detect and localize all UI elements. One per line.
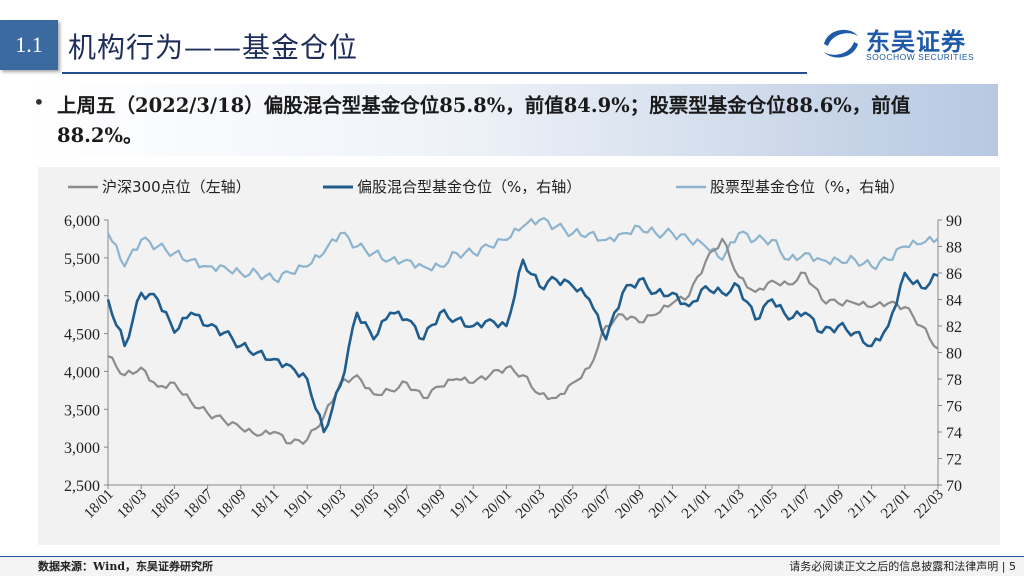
x-tick-label-6: 19/01: [281, 487, 316, 522]
right-tick-label-7: 84: [946, 293, 962, 310]
chart-lines: [106, 217, 939, 445]
left-tick-label-2: 3,500: [64, 402, 100, 419]
x-tick-label-4: 18/09: [214, 487, 249, 522]
legend-label-1: 偏股混合型基金仓位（%，右轴）: [357, 178, 581, 196]
x-tick-label-9: 19/07: [380, 486, 416, 522]
x-tick-label-18: 21/01: [679, 487, 714, 522]
summary-text: 上周五（2022/3/18）偏股混合型基金仓位85.8%，前值84.9%；股票型…: [57, 94, 911, 147]
left-tick-label-3: 4,000: [64, 364, 100, 381]
right-tick-label-4: 78: [946, 372, 962, 389]
left-tick-label-0: 2,500: [64, 478, 100, 495]
x-tick-label-16: 20/09: [613, 487, 648, 522]
series-line-0: [107, 237, 939, 445]
x-tick-label-12: 20/01: [480, 487, 515, 522]
right-tick-label-10: 90: [946, 213, 962, 230]
right-tick-label-5: 80: [946, 346, 962, 363]
x-tick-label-23: 21/11: [845, 487, 880, 522]
x-tick-label-19: 21/03: [712, 487, 747, 522]
right-tick-label-6: 82: [946, 319, 962, 336]
x-tick-label-17: 20/11: [646, 487, 681, 522]
right-tick-label-1: 72: [946, 452, 962, 469]
x-tick-label-3: 18/07: [181, 486, 217, 522]
x-tick-label-25: 22/03: [911, 487, 946, 522]
legend-label-0: 沪深300点位（左轴）: [102, 178, 251, 196]
summary-box: • 上周五（2022/3/18）偏股混合型基金仓位85.8%，前值84.9%；股…: [25, 84, 998, 156]
legend-label-2: 股票型基金仓位（%，右轴）: [710, 178, 904, 196]
x-tick-label-20: 21/05: [745, 487, 780, 522]
soochow-logo-icon: SCS: [824, 29, 858, 58]
left-tick-label-5: 5,000: [64, 289, 100, 306]
right-tick-label-0: 70: [946, 478, 962, 495]
logo-mark-text: SCS: [832, 40, 851, 50]
footer-bar: [0, 556, 1024, 576]
fund-position-chart: 沪深300点位（左轴） 偏股混合型基金仓位（%，右轴） 股票型基金仓位（%，右轴） …: [64, 178, 962, 522]
footer-line: [0, 556, 1024, 557]
bullet-dot: •: [33, 90, 45, 114]
company-logo: SCS 东吴证券 SOOCHOW SECURITIES: [820, 22, 1005, 66]
left-tick-label-6: 5,500: [64, 251, 100, 268]
x-tick-label-13: 20/03: [513, 487, 548, 522]
logo-en-text: SOOCHOW SECURITIES: [866, 52, 975, 62]
left-tick-label-7: 6,000: [64, 213, 100, 230]
series-line-1: [106, 258, 939, 434]
left-tick-label-4: 4,500: [64, 327, 100, 344]
left-tick-label-1: 3,000: [64, 440, 100, 457]
logo-cn-text: 东吴证券: [866, 28, 966, 56]
x-tick-label-8: 19/05: [347, 487, 382, 522]
x-tick-label-22: 21/09: [812, 487, 847, 522]
title-underline: [62, 72, 807, 74]
x-tick-label-24: 22/01: [878, 487, 913, 522]
x-tick-label-7: 19/03: [314, 487, 349, 522]
right-tick-label-3: 76: [946, 399, 962, 416]
chart-axes: 2,500 3,000 3,500 4,000 4,500 5,000 5,500 6,000…: [64, 213, 962, 522]
right-tick-label-9: 88: [946, 240, 962, 257]
data-source: 数据来源：Wind，东吴证券研究所: [38, 560, 214, 573]
x-tick-label-21: 21/07: [779, 486, 815, 522]
x-tick-label-14: 20/05: [546, 487, 581, 522]
series-line-2: [107, 217, 939, 284]
chart-legend: 沪深300点位（左轴） 偏股混合型基金仓位（%，右轴） 股票型基金仓位（%，右轴）: [68, 178, 904, 196]
page-title: 机构行为——基金仓位: [68, 31, 359, 64]
section-number: 1.1: [0, 20, 58, 70]
x-tick-label-10: 19/09: [413, 487, 448, 522]
x-tick-label-11: 19/11: [447, 487, 482, 522]
right-tick-label-2: 74: [946, 425, 962, 442]
x-tick-label-2: 18/05: [148, 487, 183, 522]
right-tick-label-8: 86: [946, 266, 962, 283]
x-tick-label-1: 18/03: [115, 487, 150, 522]
x-tick-label-5: 18/11: [248, 487, 283, 522]
x-tick-label-15: 20/07: [579, 486, 615, 522]
disclaimer: 请务必阅读正文之后的信息披露和法律声明 | 5: [789, 560, 1016, 573]
